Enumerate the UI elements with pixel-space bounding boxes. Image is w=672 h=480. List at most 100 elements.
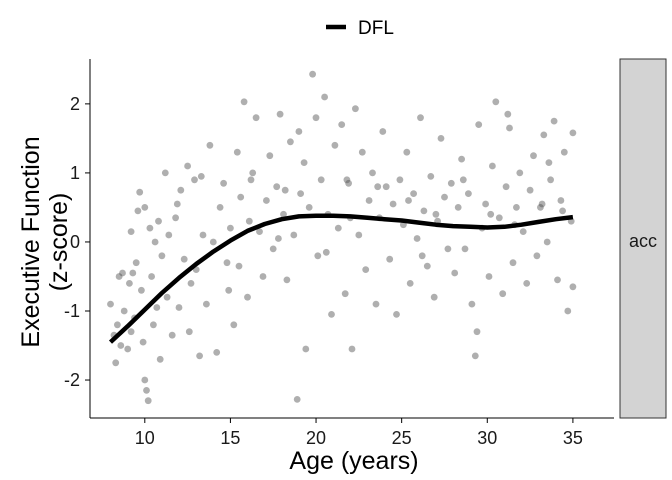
data-point xyxy=(382,183,390,191)
legend: DFL xyxy=(326,18,394,39)
x-tick-label: 35 xyxy=(563,428,583,448)
data-point xyxy=(220,179,228,187)
data-point xyxy=(158,252,166,260)
data-point xyxy=(280,210,287,218)
data-point xyxy=(427,173,435,180)
data-point xyxy=(560,148,568,156)
data-point xyxy=(374,183,382,191)
data-point xyxy=(526,186,534,194)
data-point xyxy=(150,321,157,329)
data-point xyxy=(305,204,313,211)
data-point xyxy=(165,231,173,239)
data-point xyxy=(187,280,195,287)
data-point xyxy=(468,300,476,308)
data-point xyxy=(506,124,513,132)
data-point xyxy=(112,359,120,367)
data-point xyxy=(459,176,467,184)
data-point xyxy=(153,304,161,311)
facet-strip: acc xyxy=(619,58,667,419)
data-point xyxy=(564,307,572,315)
data-point xyxy=(530,152,537,160)
data-point xyxy=(519,228,527,236)
data-point xyxy=(173,200,181,208)
data-point xyxy=(259,273,267,280)
data-point xyxy=(155,217,162,225)
data-point xyxy=(557,197,565,204)
data-point xyxy=(233,148,241,156)
legend-label: DFL xyxy=(358,18,394,39)
data-point xyxy=(473,328,481,336)
y-tick-label: 0 xyxy=(70,232,80,252)
data-point xyxy=(244,293,251,301)
data-point xyxy=(141,376,149,384)
data-point xyxy=(430,293,438,301)
data-point xyxy=(199,231,207,239)
data-point xyxy=(502,183,510,191)
x-axis-ticks: 10 15 20 25 30 35 xyxy=(135,418,583,448)
x-tick-label: 10 xyxy=(135,428,155,448)
data-point xyxy=(209,238,217,246)
data-point xyxy=(275,235,282,242)
y-tick-label: -2 xyxy=(64,370,80,390)
data-point xyxy=(206,141,214,149)
data-point xyxy=(406,280,414,287)
data-point xyxy=(343,176,351,184)
facet-strip-box xyxy=(619,58,667,419)
data-point xyxy=(172,214,180,222)
data-point xyxy=(312,114,320,122)
data-point xyxy=(444,245,452,253)
data-point xyxy=(550,117,558,125)
data-point xyxy=(115,273,123,280)
y-tick-label: 1 xyxy=(70,163,80,183)
data-point xyxy=(129,269,137,277)
data-point xyxy=(475,121,483,128)
data-point xyxy=(495,214,503,222)
data-point xyxy=(136,188,144,196)
data-point xyxy=(276,110,284,118)
data-point xyxy=(538,200,546,208)
data-point xyxy=(213,349,221,356)
data-point xyxy=(410,190,417,198)
data-point xyxy=(509,259,517,267)
data-point xyxy=(504,110,512,118)
data-point xyxy=(352,105,359,113)
data-point xyxy=(317,176,325,184)
data-point xyxy=(341,290,349,298)
data-point xyxy=(297,190,304,198)
data-point xyxy=(134,207,142,215)
data-point xyxy=(355,231,363,239)
data-point xyxy=(362,266,370,273)
data-point xyxy=(266,152,274,160)
data-point xyxy=(389,200,397,208)
x-tick-label: 15 xyxy=(220,428,240,448)
data-point xyxy=(127,228,135,236)
data-point xyxy=(283,276,291,284)
trend-line xyxy=(108,213,574,344)
data-point xyxy=(216,204,224,211)
data-point xyxy=(139,338,147,346)
data-point xyxy=(533,252,541,260)
data-point xyxy=(143,387,150,394)
data-point xyxy=(482,200,489,208)
data-point xyxy=(124,345,132,353)
data-point xyxy=(175,304,183,311)
data-point xyxy=(156,355,164,363)
data-point xyxy=(451,269,459,277)
data-point xyxy=(269,245,277,253)
data-point xyxy=(177,186,185,194)
data-point xyxy=(543,238,551,246)
data-point xyxy=(141,204,149,211)
data-point xyxy=(247,176,255,184)
data-point xyxy=(203,300,210,308)
data-point xyxy=(547,176,554,184)
data-point xyxy=(290,231,298,239)
data-point xyxy=(499,290,507,298)
data-point xyxy=(454,204,462,211)
data-point xyxy=(120,307,128,315)
data-point xyxy=(196,352,204,360)
data-point xyxy=(540,131,548,139)
data-point xyxy=(441,193,448,201)
data-point xyxy=(117,342,125,349)
y-axis-title-line-1: Executive Function xyxy=(17,136,45,347)
data-point xyxy=(413,235,421,242)
